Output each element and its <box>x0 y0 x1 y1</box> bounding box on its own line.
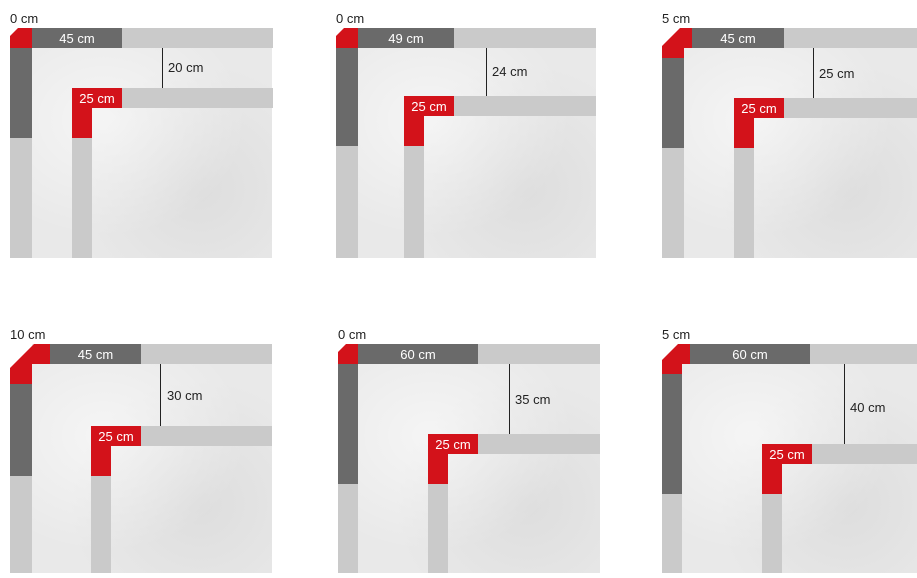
middle-strip <box>812 444 917 464</box>
step-red-block <box>404 116 424 146</box>
top-width-bar: 49 cm <box>358 28 454 48</box>
slab-area <box>684 28 917 258</box>
left-dark-bar <box>338 364 358 484</box>
corner-red-marker <box>10 344 50 384</box>
corner-offset-label: 10 cm <box>10 327 46 342</box>
diagram-panel-6: 5 cm 60 cm 25 cm 40 cm <box>662 328 917 578</box>
top-width-bar: 60 cm <box>690 344 810 364</box>
corner-offset-label: 0 cm <box>336 11 365 26</box>
depth-label: 25 cm <box>819 66 855 81</box>
top-width-label: 60 cm <box>400 346 436 362</box>
top-strip <box>141 344 272 364</box>
left-strip <box>10 138 32 258</box>
left-strip <box>662 494 682 573</box>
corner-red-marker <box>338 344 358 364</box>
left-dark-bar <box>10 384 32 476</box>
depth-label: 30 cm <box>167 388 203 403</box>
middle-strip <box>784 98 917 118</box>
depth-label: 24 cm <box>492 64 528 79</box>
left-strip <box>662 148 684 258</box>
top-strip <box>454 28 596 48</box>
middle-strip <box>122 88 273 108</box>
left-dark-bar <box>662 374 682 494</box>
depth-label: 35 cm <box>515 392 551 407</box>
depth-dimension-line <box>509 364 510 434</box>
inner-strip <box>404 146 424 258</box>
left-strip <box>338 484 358 573</box>
step-label: 25 cm <box>734 98 784 118</box>
corner-red-marker <box>662 344 690 374</box>
inner-strip <box>428 484 448 573</box>
diagram-panel-3: 5 cm 45 cm 25 cm 25 cm <box>662 12 917 262</box>
corner-offset-label: 5 cm <box>662 11 691 26</box>
top-width-label: 49 cm <box>388 30 424 46</box>
top-strip <box>122 28 273 48</box>
inner-strip <box>91 476 111 573</box>
corner-offset-label: 0 cm <box>10 11 39 26</box>
top-width-label: 45 cm <box>720 30 756 46</box>
corner-offset-label: 0 cm <box>338 327 367 342</box>
middle-strip <box>141 426 272 446</box>
diagram-panel-4: 10 cm 45 cm 25 cm 30 cm <box>10 328 274 578</box>
step-label: 25 cm <box>72 88 122 108</box>
top-strip <box>810 344 917 364</box>
step-red-block <box>91 446 111 476</box>
top-width-bar: 45 cm <box>50 344 141 364</box>
corner-offset-label: 5 cm <box>662 327 691 342</box>
corner-red-marker <box>336 28 358 48</box>
top-width-bar: 45 cm <box>32 28 122 48</box>
depth-dimension-line <box>813 48 814 98</box>
depth-dimension-line <box>160 364 161 426</box>
left-dark-bar <box>10 48 32 138</box>
depth-label: 20 cm <box>168 60 204 75</box>
left-dark-bar <box>662 58 684 148</box>
corner-red-marker <box>10 28 32 48</box>
top-width-label: 45 cm <box>77 346 114 362</box>
slab-area <box>358 344 600 573</box>
top-strip <box>784 28 917 48</box>
step-label: 25 cm <box>91 426 141 446</box>
top-width-bar: 45 cm <box>692 28 784 48</box>
step-label: 25 cm <box>762 444 812 464</box>
step-red-block <box>762 464 782 494</box>
step-red-block <box>734 118 754 148</box>
diagram-panel-2: 0 cm 49 cm 25 cm 24 cm <box>336 12 600 262</box>
depth-dimension-line <box>162 48 163 88</box>
left-dark-bar <box>336 48 358 146</box>
middle-strip <box>478 434 600 454</box>
top-width-label: 45 cm <box>59 30 95 46</box>
slab-area <box>32 344 272 573</box>
inner-strip <box>72 138 92 258</box>
step-red-block <box>428 454 448 484</box>
corner-red-marker <box>662 28 692 58</box>
slab-area <box>32 28 272 258</box>
top-width-bar: 60 cm <box>358 344 478 364</box>
left-strip <box>336 146 358 258</box>
diagram-panel-5: 0 cm 60 cm 25 cm 35 cm <box>338 328 602 578</box>
top-strip <box>478 344 600 364</box>
depth-label: 40 cm <box>850 400 886 415</box>
depth-dimension-line <box>844 364 845 444</box>
top-width-label: 60 cm <box>732 346 768 362</box>
diagram-panel-1: 0 cm 45 cm 25 cm 20 cm <box>10 12 274 262</box>
slab-area <box>358 28 596 258</box>
depth-dimension-line <box>486 48 487 96</box>
step-label: 25 cm <box>428 434 478 454</box>
left-strip <box>10 476 32 573</box>
middle-strip <box>454 96 596 116</box>
inner-strip <box>762 494 782 573</box>
step-label: 25 cm <box>404 96 454 116</box>
step-red-block <box>72 108 92 138</box>
inner-strip <box>734 148 754 258</box>
